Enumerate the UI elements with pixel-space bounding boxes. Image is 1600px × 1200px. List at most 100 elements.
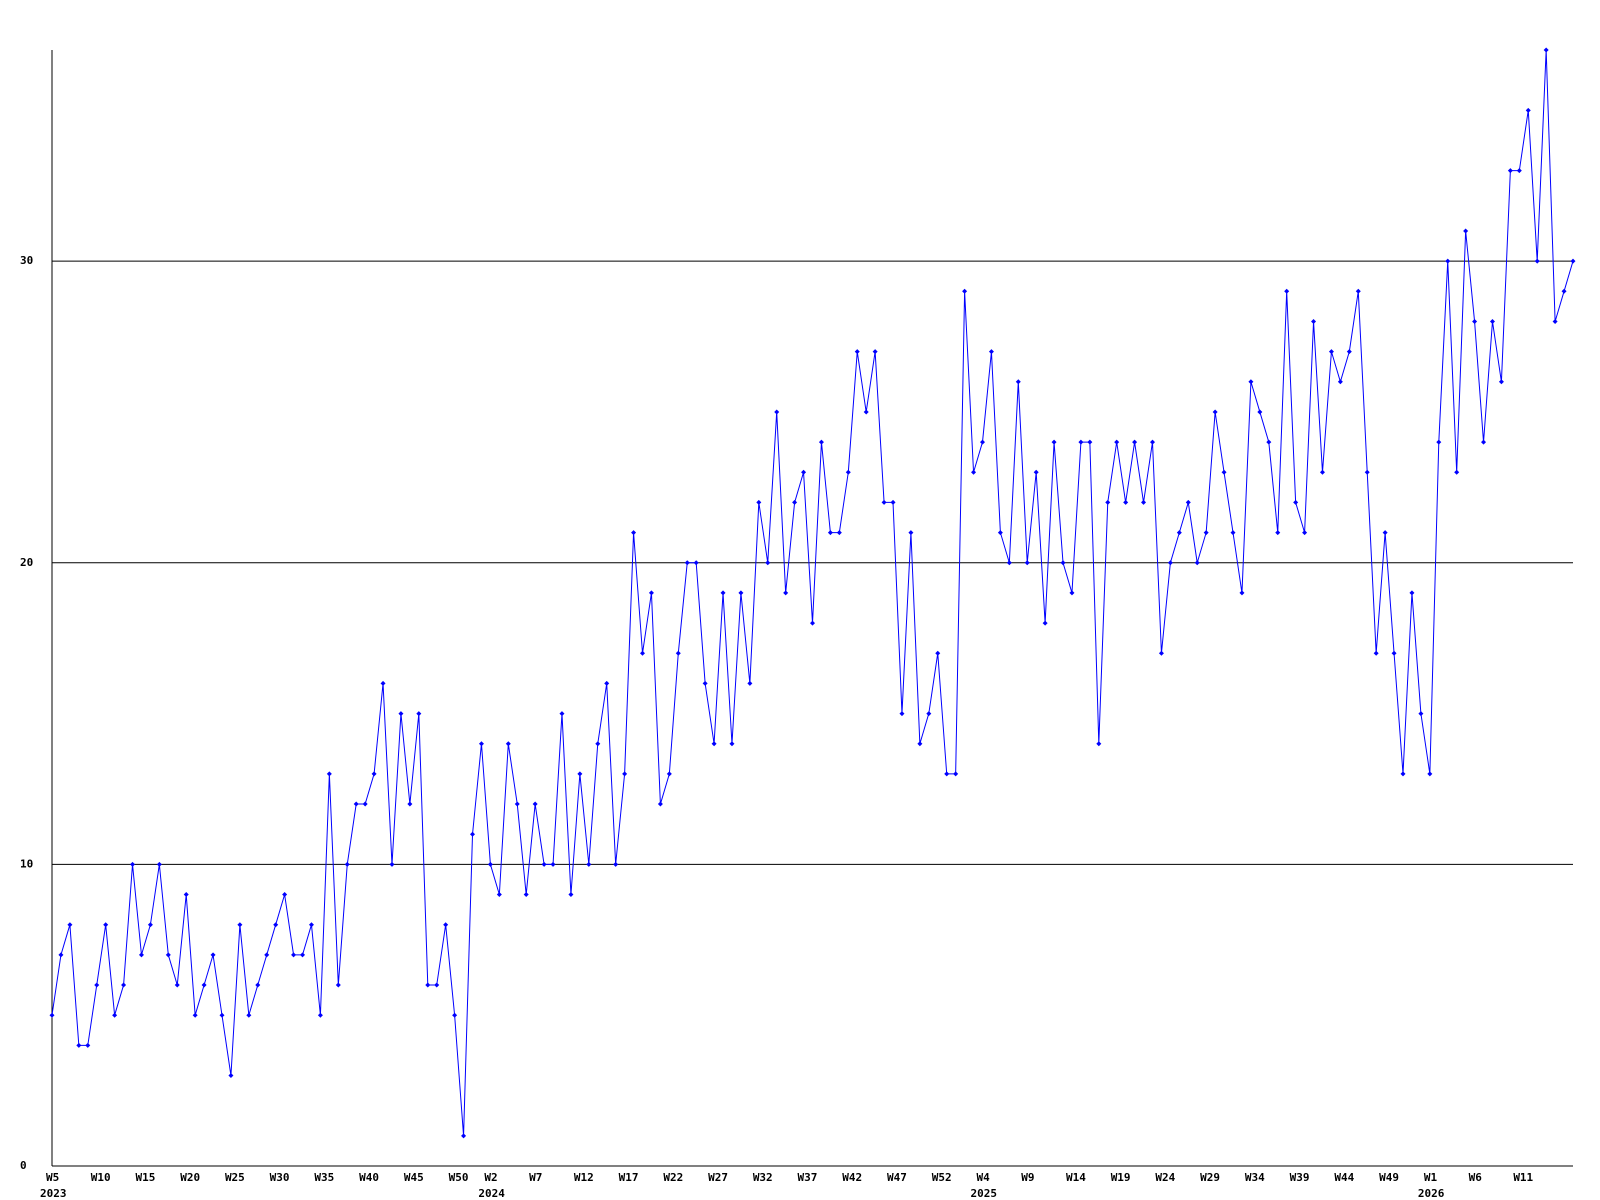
data-point <box>1185 499 1191 505</box>
data-point <box>291 952 297 958</box>
data-point <box>1149 439 1155 445</box>
data-point <box>1006 560 1012 566</box>
data-point <box>908 530 914 536</box>
data-point <box>559 711 565 717</box>
data-point <box>1525 107 1531 113</box>
data-point <box>729 741 735 747</box>
data-point <box>335 982 341 988</box>
data-point <box>1060 560 1066 566</box>
x-tick-label: W49 <box>1379 1171 1399 1184</box>
data-point <box>1284 288 1290 294</box>
data-point <box>434 982 440 988</box>
x-year-label: 2024 <box>478 1187 505 1200</box>
data-point <box>622 771 628 777</box>
data-point <box>818 439 824 445</box>
data-point <box>1266 439 1272 445</box>
x-tick-label: W12 <box>574 1171 594 1184</box>
data-point <box>398 711 404 717</box>
data-point <box>1096 741 1102 747</box>
data-point <box>183 892 189 898</box>
data-point <box>362 801 368 807</box>
data-point <box>228 1073 234 1079</box>
data-point <box>1534 258 1540 264</box>
data-point <box>443 922 449 928</box>
data-point <box>210 952 216 958</box>
data-point <box>1293 499 1299 505</box>
data-point <box>586 861 592 867</box>
y-tick-label: 30 <box>20 254 33 267</box>
data-point <box>1275 530 1281 536</box>
y-tick-label: 0 <box>20 1159 27 1172</box>
data-point <box>505 741 511 747</box>
data-point <box>425 982 431 988</box>
x-tick-label: W20 <box>180 1171 200 1184</box>
data-point <box>121 982 127 988</box>
data-point <box>702 680 708 686</box>
data-point <box>94 982 100 988</box>
data-point <box>720 590 726 596</box>
data-point <box>1123 499 1129 505</box>
data-point <box>156 861 162 867</box>
data-point <box>264 952 270 958</box>
data-point <box>1409 590 1415 596</box>
x-tick-label: W4 <box>976 1171 990 1184</box>
data-point <box>192 1012 198 1018</box>
data-point <box>1481 439 1487 445</box>
data-point <box>130 861 136 867</box>
data-point <box>1176 530 1182 536</box>
data-point <box>765 560 771 566</box>
x-tick-label: W35 <box>314 1171 334 1184</box>
data-point <box>801 469 807 475</box>
data-point <box>810 620 815 626</box>
data-point <box>49 1012 55 1018</box>
data-point <box>1427 771 1433 777</box>
data-point <box>165 952 171 958</box>
data-point <box>496 892 502 898</box>
data-point <box>514 801 520 807</box>
data-point <box>988 349 994 355</box>
data-point <box>971 469 977 475</box>
data-point <box>1373 650 1379 656</box>
data-point <box>1302 530 1308 536</box>
data-point <box>1015 379 1021 385</box>
data-point <box>1194 560 1200 566</box>
data-point <box>67 922 73 928</box>
data-point <box>219 1012 225 1018</box>
data-point <box>881 499 887 505</box>
data-point <box>407 801 413 807</box>
data-point <box>836 530 842 536</box>
data-point <box>1400 771 1406 777</box>
x-tick-label: W22 <box>663 1171 683 1184</box>
data-point <box>863 409 869 415</box>
data-point <box>371 771 377 777</box>
data-point <box>1078 439 1084 445</box>
data-point <box>541 861 547 867</box>
x-tick-label: W2 <box>484 1171 497 1184</box>
data-point <box>926 711 932 717</box>
data-point <box>353 801 359 807</box>
data-point <box>747 680 753 686</box>
data-line <box>51 49 1574 1136</box>
data-point <box>1436 439 1442 445</box>
data-point <box>792 499 798 505</box>
data-point <box>1561 288 1567 294</box>
data-point <box>112 1012 118 1018</box>
data-point <box>684 560 690 566</box>
data-point <box>1507 168 1513 174</box>
data-point <box>85 1042 91 1048</box>
data-point <box>1463 228 1469 234</box>
data-point <box>738 590 744 596</box>
data-point <box>1445 258 1451 264</box>
data-point <box>326 771 332 777</box>
y-tick-label: 20 <box>20 556 33 569</box>
data-point <box>756 499 762 505</box>
data-point <box>1311 318 1317 324</box>
data-point <box>1391 650 1397 656</box>
data-point <box>282 892 288 898</box>
data-point <box>1230 530 1236 536</box>
x-tick-label: W25 <box>225 1171 245 1184</box>
data-point <box>711 741 717 747</box>
data-point <box>783 590 789 596</box>
x-tick-label: W34 <box>1245 1171 1265 1184</box>
data-point <box>1552 318 1558 324</box>
